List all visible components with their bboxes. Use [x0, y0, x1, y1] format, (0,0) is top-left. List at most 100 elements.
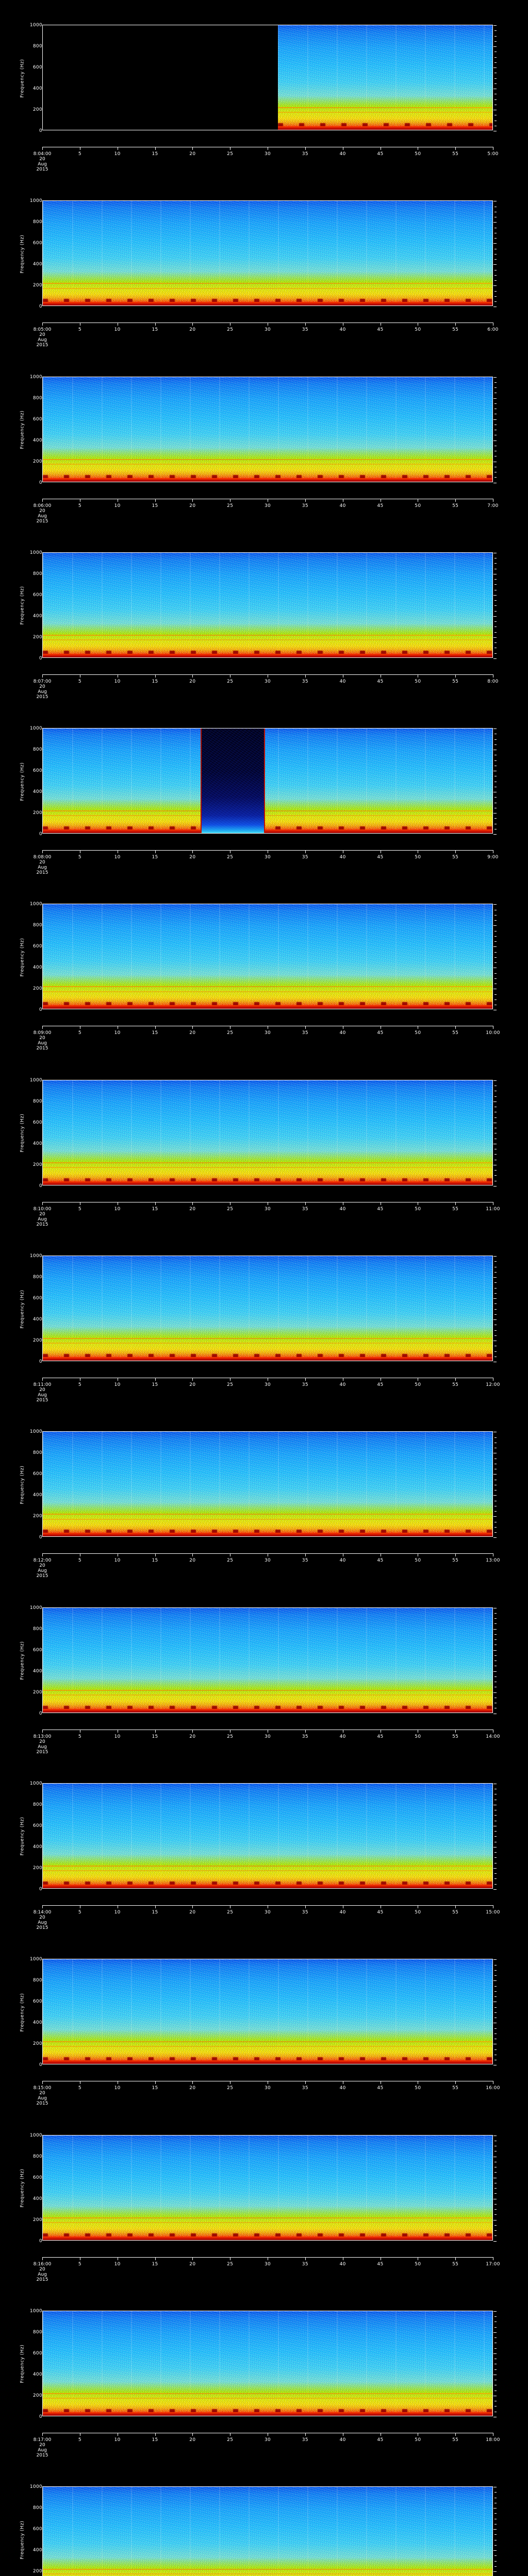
spectrogram-raster: [43, 1959, 493, 2064]
y-tick-mark-right: [494, 41, 497, 42]
plot-area: [42, 1079, 493, 1185]
x-tick-label: 55: [452, 1030, 459, 1036]
spectrogram-noise-texture: [43, 1607, 493, 1713]
x-tick-label: 30: [264, 1909, 271, 1915]
date-year: 2015: [36, 870, 48, 876]
y-axis-right-ticks: [492, 1080, 497, 1187]
y-tick-mark-right: [494, 2214, 497, 2215]
y-tick-label: 800: [32, 1450, 42, 1456]
tonal-band-205hz: [43, 986, 493, 988]
x-tick-label: 50: [415, 1206, 421, 1212]
x-tick-mark: [305, 1905, 306, 1908]
panel-start-datestamp: 8:12:00 20 Aug 2015: [22, 1558, 63, 1579]
tonal-band-160hz: [278, 112, 493, 113]
spectrogram-noise-texture-2: [43, 1432, 493, 1537]
x-tick-mark: [42, 1905, 43, 1908]
x-tick-label: 15: [152, 679, 158, 684]
panel-start-time: 8:09:00: [33, 1030, 52, 1036]
y-tick-mark-right: [494, 1975, 497, 1976]
y-tick-mark-right: [493, 1185, 497, 1187]
y-tick-label: 600: [32, 241, 42, 246]
y-tick-mark-right: [494, 2235, 497, 2236]
x-tick-label: 50: [415, 2261, 421, 2267]
x-tick-label: 55: [452, 1382, 459, 1388]
tonal-band-205hz: [43, 2393, 493, 2394]
y-tick-label: 600: [32, 1471, 42, 1477]
x-tick-label: 25: [227, 1734, 234, 1739]
y-tick-mark-right: [494, 2209, 497, 2210]
y-tick-mark-right: [493, 440, 497, 441]
x-axis: 5 10 15 20 25 30 35 40 45 50 55 8:15:00 20 Aug 2015 16:…: [34, 2081, 500, 2106]
y-tick-label: 0: [39, 480, 42, 485]
tonal-band-205hz: [43, 1689, 493, 1691]
spectrogram-raster: [43, 1783, 493, 1888]
x-tick-label: 15: [152, 855, 158, 860]
y-tick-mark-right: [493, 67, 497, 68]
x-tick-label: 40: [339, 1558, 346, 1564]
x-tick-label: 40: [339, 2086, 346, 2091]
x-tick-label: 55: [452, 2086, 459, 2091]
spectrogram-vertical-streaks: [43, 2487, 493, 2576]
impulsive-click-train: [43, 2409, 493, 2414]
date-month: Aug: [38, 1744, 47, 1750]
x-tick-label: 35: [302, 855, 308, 860]
y-tick-label: 0: [39, 2238, 42, 2244]
plot-area: [42, 1959, 493, 2065]
date-month: Aug: [38, 689, 47, 694]
x-tick-label: 35: [302, 1734, 308, 1739]
panel-start-datestamp: 8:10:00 20 Aug 2015: [22, 1207, 63, 1227]
y-tick-mark-right: [494, 760, 497, 761]
x-tick-label: 55: [452, 327, 459, 333]
x-tick-label: 15: [152, 1734, 158, 1739]
spectrogram-background: [43, 728, 493, 834]
panel-end-time: 16:00: [486, 2086, 500, 2091]
x-tick-mark: [455, 1201, 456, 1205]
x-tick-label: 10: [114, 679, 121, 684]
spectrogram-noise-texture: [43, 1959, 493, 2064]
y-tick-mark-right: [494, 30, 497, 31]
x-tick-label: 15: [152, 1206, 158, 1212]
y-tick-mark-right: [494, 2545, 497, 2546]
x-tick-label: 25: [227, 1030, 234, 1036]
spectrogram-noise-texture: [43, 2311, 493, 2416]
plot-area: [42, 2486, 493, 2576]
y-tick-mark-right: [494, 2555, 497, 2556]
panel-start-datestamp: 8:04:00 20 Aug 2015: [22, 151, 63, 172]
y-tick-label: 400: [32, 613, 42, 619]
x-tick-label: 5: [78, 327, 81, 333]
y-tick-mark-right: [494, 78, 497, 79]
x-tick-label: 30: [264, 503, 271, 509]
y-tick-mark-right: [494, 2012, 497, 2013]
date-day: 20: [39, 1563, 45, 1569]
y-tick-label: 400: [32, 1317, 42, 1323]
y-tick-mark-right: [494, 2316, 497, 2317]
y-tick-label: 200: [32, 459, 42, 464]
x-tick-mark: [305, 1553, 306, 1557]
x-tick-label: 55: [452, 1734, 459, 1739]
tonal-band-160hz: [43, 1694, 493, 1696]
x-tick-label: 35: [302, 327, 308, 333]
x-tick-mark: [455, 323, 456, 326]
x-tick-label: 20: [189, 2437, 196, 2443]
x-tick-label: 50: [415, 855, 421, 860]
y-tick-mark-right: [493, 1980, 497, 1981]
y-tick-label: 800: [32, 395, 42, 401]
date-day: 20: [39, 2442, 45, 2448]
y-tick-mark-right: [494, 621, 497, 622]
x-tick-mark: [155, 1026, 156, 1029]
y-tick-label: 800: [32, 219, 42, 225]
y-tick-label: 1000: [29, 1429, 42, 1435]
impulsive-click-train: [43, 2057, 493, 2062]
panel-start-time: 8:14:00: [33, 1909, 52, 1915]
y-tick-mark-right: [494, 1836, 497, 1837]
y-tick-label: 400: [32, 1141, 42, 1146]
x-tick-label: 30: [264, 2261, 271, 2267]
x-axis: 5 10 15 20 25 30 35 40 45 50 55 8:16:00 20 Aug 2015 17:…: [34, 2257, 500, 2282]
low-frequency-energy-band: [43, 1708, 493, 1713]
